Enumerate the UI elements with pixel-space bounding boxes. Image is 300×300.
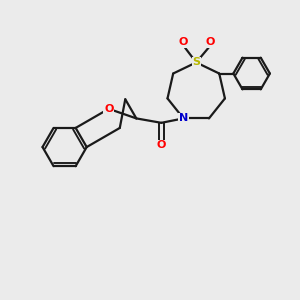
Text: O: O [157,140,166,151]
Text: O: O [179,38,188,47]
Text: O: O [104,104,113,114]
Text: O: O [206,38,215,47]
Text: S: S [192,57,200,68]
Text: N: N [179,113,188,123]
